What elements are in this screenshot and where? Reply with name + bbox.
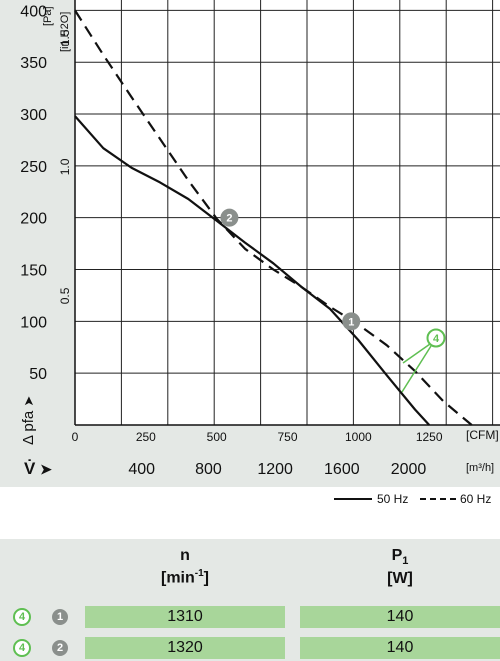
y2-tick-label: 0.5 <box>58 287 72 304</box>
annotation-leader <box>402 343 431 364</box>
header-speed-unit: [min-1] <box>85 565 285 587</box>
header-speed-unit-sup: -1 <box>194 568 204 579</box>
x2-tick-label: 2000 <box>391 461 427 478</box>
x-tick-label: 1000 <box>345 430 372 444</box>
header-power: P1 [W] <box>300 547 500 588</box>
header-power-letter: P <box>391 547 403 564</box>
y-secondary-unit-label: [in H2O] <box>59 11 71 52</box>
plot-area <box>75 0 500 425</box>
y-unit-label: [Pa] <box>42 6 54 26</box>
annotation-circle <box>426 328 446 348</box>
series-line-50hz <box>74 115 431 426</box>
annotation-4: 4 <box>401 328 446 393</box>
y-tick-label: 50 <box>29 366 47 383</box>
header-power-name: P1 <box>300 547 500 570</box>
y2-tick-label: 1.5 <box>58 29 72 46</box>
header-power-unit: [W] <box>387 570 413 588</box>
y-axis-label: Δ pfa ➤ <box>20 396 37 445</box>
tick-labels: 50 100 150 200 250 300 350 400 0.5 1.0 1.5 0 250 500 7… <box>20 3 443 478</box>
row-ref-circle: 4 <box>13 639 31 657</box>
cell-power: 140 <box>300 637 500 659</box>
x-tick-label: 1250 <box>416 430 443 444</box>
x-unit-label: [CFM] <box>466 428 499 442</box>
header-power-sub: 1 <box>402 555 409 568</box>
cell-power: 140 <box>300 606 500 628</box>
x-tick-label: 0 <box>72 430 79 444</box>
y-tick-label: 150 <box>20 263 47 280</box>
x-secondary-unit-label: [m³/h] <box>466 462 495 474</box>
x-tick-label: 500 <box>207 430 227 444</box>
y-axis-label-text: Δ pfa <box>20 410 37 445</box>
header-speed: n [min-1] <box>85 547 285 587</box>
operating-point-marker <box>342 312 361 331</box>
row-point-circle: 2 <box>52 640 68 656</box>
legend-50hz-line <box>334 498 372 500</box>
operating-point-marker <box>220 208 239 227</box>
x-tick-label: 750 <box>277 430 297 444</box>
series-line-60hz <box>74 9 473 426</box>
x-secondary-axis-label: V̇ ➤ <box>24 459 52 479</box>
x2-tick-label: 400 <box>128 461 155 478</box>
annotation-leader <box>401 345 432 393</box>
y-tick-label: 100 <box>20 314 47 331</box>
y-tick-label: 200 <box>20 211 47 228</box>
operating-points: 12 <box>220 208 361 331</box>
row-point-circle: 1 <box>52 609 68 625</box>
header-speed-name: n <box>180 547 190 564</box>
y2-tick-label: 1.0 <box>58 158 72 175</box>
cell-speed: 1310 <box>85 606 285 628</box>
y-axis-panel <box>0 0 75 425</box>
row-ref-circle: 4 <box>13 608 31 626</box>
y-tick-label: 350 <box>20 55 47 72</box>
legend-60hz-line <box>420 498 456 500</box>
y-tick-label: 300 <box>20 107 47 124</box>
legend-50hz-label: 50 Hz <box>377 492 409 506</box>
y-tick-label: 250 <box>20 159 47 176</box>
x2-tick-label: 1600 <box>324 461 360 478</box>
x2-tick-label: 1200 <box>257 461 293 478</box>
x-tick-label: 250 <box>136 430 156 444</box>
x2-tick-label: 800 <box>195 461 222 478</box>
grid <box>74 0 500 426</box>
header-speed-unit-main: [min <box>160 569 195 587</box>
y-axis-arrow-icon: ➤ <box>21 395 36 407</box>
curves <box>74 9 473 426</box>
legend-60hz-label: 60 Hz <box>460 492 492 506</box>
x-axis-panel <box>0 425 500 487</box>
operating-point-label: 2 <box>226 213 232 225</box>
y-tick-label: 400 <box>20 3 47 20</box>
annotation-label: 4 <box>433 333 440 345</box>
x-secondary-axis-label-text: V̇ <box>24 459 36 478</box>
header-speed-unit-end: ] <box>203 569 209 587</box>
operating-point-label: 1 <box>348 316 354 328</box>
x-axis-arrow-icon: ➤ <box>40 461 52 477</box>
cell-speed: 1320 <box>85 637 285 659</box>
